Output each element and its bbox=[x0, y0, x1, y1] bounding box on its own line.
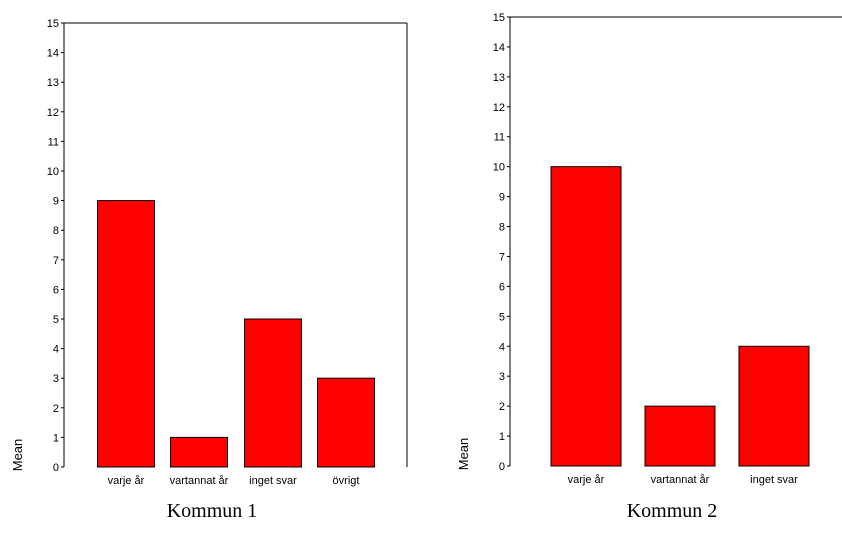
y-tick-label: 11 bbox=[494, 132, 505, 144]
y-tick-label: 15 bbox=[47, 18, 59, 30]
y-tick-label: 10 bbox=[493, 162, 505, 174]
y-tick-label: 12 bbox=[47, 107, 59, 119]
y-tick-label: 14 bbox=[47, 48, 59, 60]
y-tick-label: 3 bbox=[499, 371, 505, 383]
bar-4 bbox=[317, 377, 375, 468]
y-tick-label: 15 bbox=[493, 12, 505, 24]
y-tick-label: 5 bbox=[499, 311, 505, 323]
y-tick-label: 11 bbox=[48, 136, 59, 148]
y-tick-label: 2 bbox=[53, 403, 59, 415]
bar-3 bbox=[244, 318, 302, 468]
y-tick-label: 13 bbox=[47, 77, 59, 89]
y-tick-label: 4 bbox=[53, 344, 59, 356]
y-tick-label: 5 bbox=[53, 314, 59, 326]
y-tick-label: 1 bbox=[53, 432, 59, 444]
y-tick-label: 0 bbox=[53, 462, 59, 474]
y-axis-label: Mean bbox=[456, 438, 471, 471]
y-tick-label: 6 bbox=[499, 281, 505, 293]
y-tick-label: 13 bbox=[493, 72, 505, 84]
y-tick-label: 7 bbox=[499, 251, 505, 263]
bar-2 bbox=[644, 405, 716, 467]
bar-1 bbox=[550, 166, 622, 467]
x-tick-label: vartannat år bbox=[651, 474, 710, 486]
x-tick-label: övrigt bbox=[333, 475, 360, 487]
y-tick-label: 9 bbox=[53, 196, 59, 208]
x-tick-label: varje år bbox=[108, 475, 145, 487]
y-tick-label: 6 bbox=[53, 284, 59, 296]
y-tick-label: 14 bbox=[493, 42, 505, 54]
y-axis-label: Mean bbox=[10, 439, 25, 472]
x-tick-label: vartannat år bbox=[170, 475, 229, 487]
y-tick-label: 3 bbox=[53, 373, 59, 385]
y-tick-label: 8 bbox=[53, 225, 59, 237]
bar-1 bbox=[97, 200, 155, 468]
y-tick-label: 9 bbox=[499, 192, 505, 204]
y-tick-label: 2 bbox=[499, 401, 505, 413]
x-tick-label: inget svar bbox=[750, 474, 798, 486]
bar-2 bbox=[170, 436, 228, 468]
y-tick-label: 12 bbox=[493, 102, 505, 114]
bar-3 bbox=[738, 345, 810, 467]
y-tick-label: 1 bbox=[499, 431, 505, 443]
y-tick-label: 8 bbox=[499, 222, 505, 234]
y-tick-label: 0 bbox=[499, 461, 505, 473]
y-tick-label: 7 bbox=[53, 255, 59, 267]
chart-caption: Kommun 1 bbox=[167, 500, 258, 522]
chart-caption: Kommun 2 bbox=[627, 500, 718, 522]
x-tick-label: varje år bbox=[568, 474, 605, 486]
x-tick-label: inget svar bbox=[249, 475, 297, 487]
y-tick-label: 10 bbox=[47, 166, 59, 178]
y-tick-label: 4 bbox=[499, 341, 505, 353]
